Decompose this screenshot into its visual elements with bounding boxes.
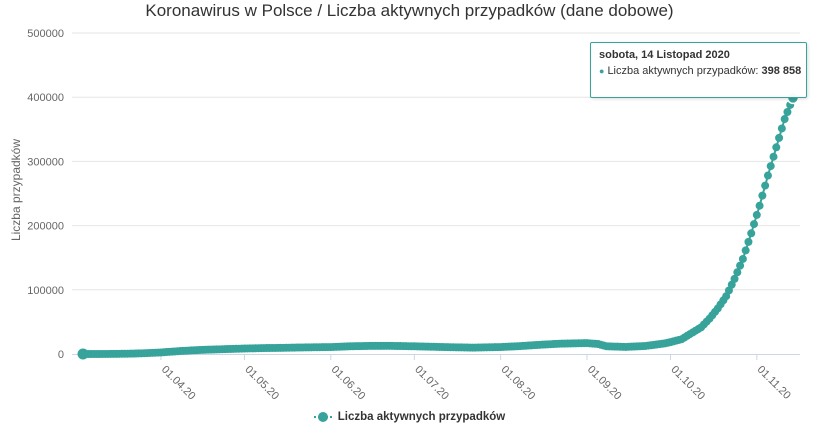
tooltip-row: ● Liczba aktywnych przypadków: 398 858 xyxy=(599,65,801,77)
x-tick-label: 01.10.20 xyxy=(668,364,707,403)
y-tick-label: 500000 xyxy=(27,28,64,40)
tooltip-value: 398 858 xyxy=(761,65,802,77)
x-tick-label: 01.05.20 xyxy=(242,364,281,403)
data-point[interactable] xyxy=(750,220,759,229)
data-point[interactable] xyxy=(730,274,739,283)
data-point[interactable] xyxy=(755,201,764,210)
y-tick-label: 400000 xyxy=(27,92,64,104)
legend: Liczba aktywnych przypadków xyxy=(0,411,819,425)
data-point[interactable] xyxy=(738,254,747,263)
y-tick-label: 300000 xyxy=(27,156,64,168)
data-point[interactable] xyxy=(741,246,750,255)
data-point[interactable] xyxy=(772,143,781,152)
data-point[interactable] xyxy=(763,171,772,180)
legend-item[interactable]: Liczba aktywnych przypadków xyxy=(313,411,506,423)
series-dot-icon: ● xyxy=(599,66,605,76)
chart-title: Koronawirus w Polsce / Liczba aktywnych … xyxy=(145,1,674,20)
data-point[interactable] xyxy=(775,133,784,142)
data-point[interactable] xyxy=(761,181,770,190)
y-tick-label: 200000 xyxy=(27,221,64,233)
data-point[interactable] xyxy=(769,152,778,161)
series-line xyxy=(77,91,800,360)
x-tick-label: 01.09.20 xyxy=(585,364,624,403)
data-tooltip: sobota, 14 Listopad 2020 ● Liczba aktywny… xyxy=(590,42,807,98)
y-tick-label: 0 xyxy=(58,349,64,361)
data-point[interactable] xyxy=(733,268,742,277)
data-point[interactable] xyxy=(736,261,745,270)
x-tick-label: 01.04.20 xyxy=(159,364,198,403)
x-tick-label: 01.07.20 xyxy=(412,364,451,403)
x-tick-label: 01.08.20 xyxy=(499,364,538,403)
data-point[interactable] xyxy=(744,237,753,246)
tooltip-series-label: Liczba aktywnych przypadków: xyxy=(607,65,762,77)
data-point[interactable] xyxy=(766,162,775,171)
y-axis-label: Liczba przypadków xyxy=(9,139,23,241)
y-tick-label: 100000 xyxy=(27,285,64,297)
data-point[interactable] xyxy=(777,124,786,133)
x-tick-label: 01.06.20 xyxy=(329,364,368,403)
data-point[interactable] xyxy=(747,229,756,238)
tooltip-date: sobota, 14 Listopad 2020 xyxy=(599,49,730,61)
data-point[interactable] xyxy=(758,191,767,200)
legend-marker-icon xyxy=(313,412,332,422)
data-point[interactable] xyxy=(780,115,789,124)
x-tick-label: 01.11.20 xyxy=(755,364,793,402)
data-point[interactable] xyxy=(752,210,761,219)
legend-label: Liczba aktywnych przypadków xyxy=(337,411,506,423)
data-point[interactable] xyxy=(783,107,792,116)
